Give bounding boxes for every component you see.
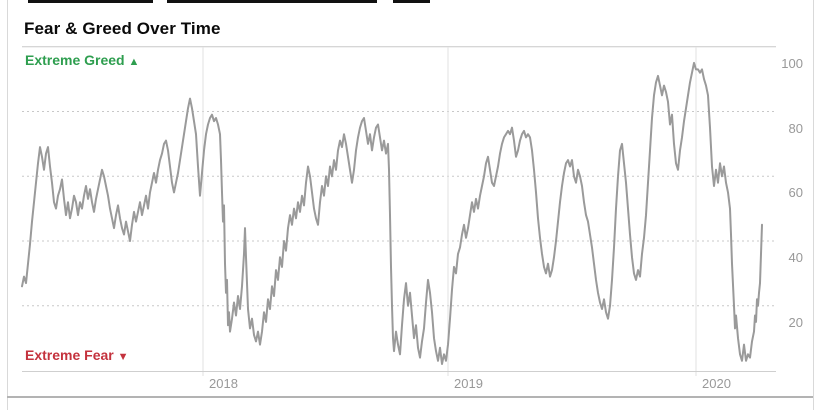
extreme-greed-annotation: Extreme Greed ▲ <box>25 52 139 68</box>
top-crop-artifact <box>28 0 153 3</box>
x-axis-label: 2018 <box>209 376 238 391</box>
y-axis-label: 40 <box>788 250 803 265</box>
extreme-fear-annotation: Extreme Fear ▼ <box>25 347 129 363</box>
top-crop-artifact <box>167 0 377 3</box>
extreme-greed-label: Extreme Greed <box>25 52 125 68</box>
left-page-border <box>7 0 8 410</box>
extreme-fear-label: Extreme Fear <box>25 347 114 363</box>
y-axis-label: 60 <box>788 185 803 201</box>
up-triangle-icon: ▲ <box>128 56 140 68</box>
y-axis-label: 20 <box>788 314 803 330</box>
y-axis-label: 100 <box>781 55 803 71</box>
x-axis-label: 2020 <box>702 376 731 391</box>
down-triangle-icon: ▼ <box>117 351 129 363</box>
bottom-divider <box>7 396 813 398</box>
right-page-border <box>813 0 814 410</box>
y-axis-label: 80 <box>788 120 803 136</box>
x-axis-label: 2019 <box>454 376 483 391</box>
page-title: Fear & Greed Over Time <box>24 19 221 39</box>
top-crop-artifact <box>393 0 430 3</box>
fear-greed-index-line[interactable] <box>21 61 763 365</box>
